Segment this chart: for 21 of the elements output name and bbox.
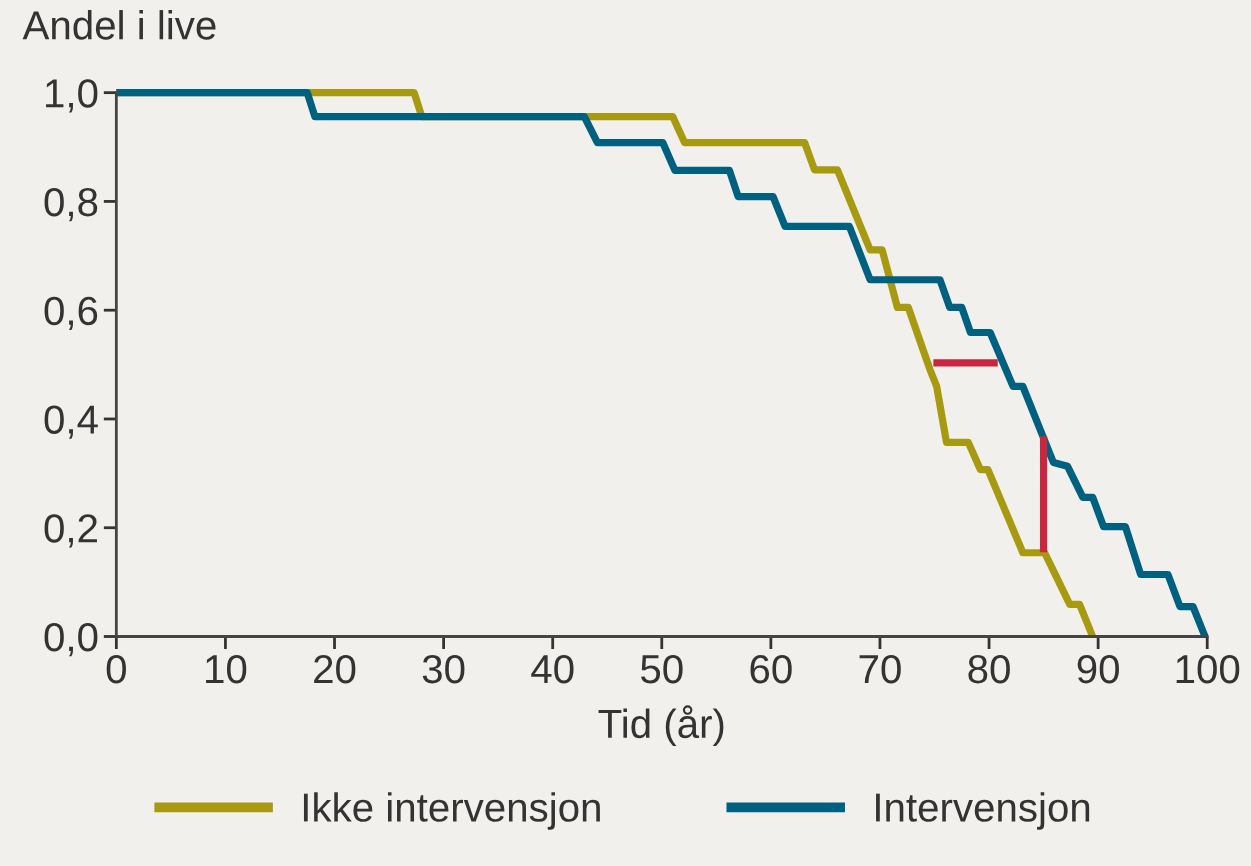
- x-tick-label: 10: [206, 654, 247, 684]
- x-tick-label: 60: [750, 654, 792, 684]
- y-tick-label: 0,4: [44, 405, 98, 439]
- x-tick-label: 100: [1176, 654, 1240, 684]
- x-tick-label: 30: [422, 654, 465, 684]
- legend-label: Ikke intervensjon: [303, 792, 600, 830]
- y-tick-label: 1,0: [46, 79, 98, 113]
- y-axis-title: Andel i live: [22, 10, 216, 40]
- y-tick-label: 0,0: [44, 622, 98, 657]
- x-axis-title: Tid (år): [598, 705, 724, 747]
- x-tick-label: 70: [859, 654, 901, 684]
- y-tick-label: 0,6: [44, 296, 98, 330]
- x-tick-label: 0: [106, 654, 126, 684]
- x-tick-label: 20: [314, 654, 356, 684]
- x-tick-label: 40: [531, 654, 574, 684]
- y-tick-label: 0,2: [44, 514, 97, 548]
- x-tick-label: 90: [1077, 654, 1119, 684]
- x-tick-label: 80: [968, 654, 1010, 684]
- legend-label: Intervensjon: [876, 792, 1090, 830]
- x-tick-label: 50: [640, 654, 683, 684]
- y-tick-label: 0,8: [44, 187, 98, 222]
